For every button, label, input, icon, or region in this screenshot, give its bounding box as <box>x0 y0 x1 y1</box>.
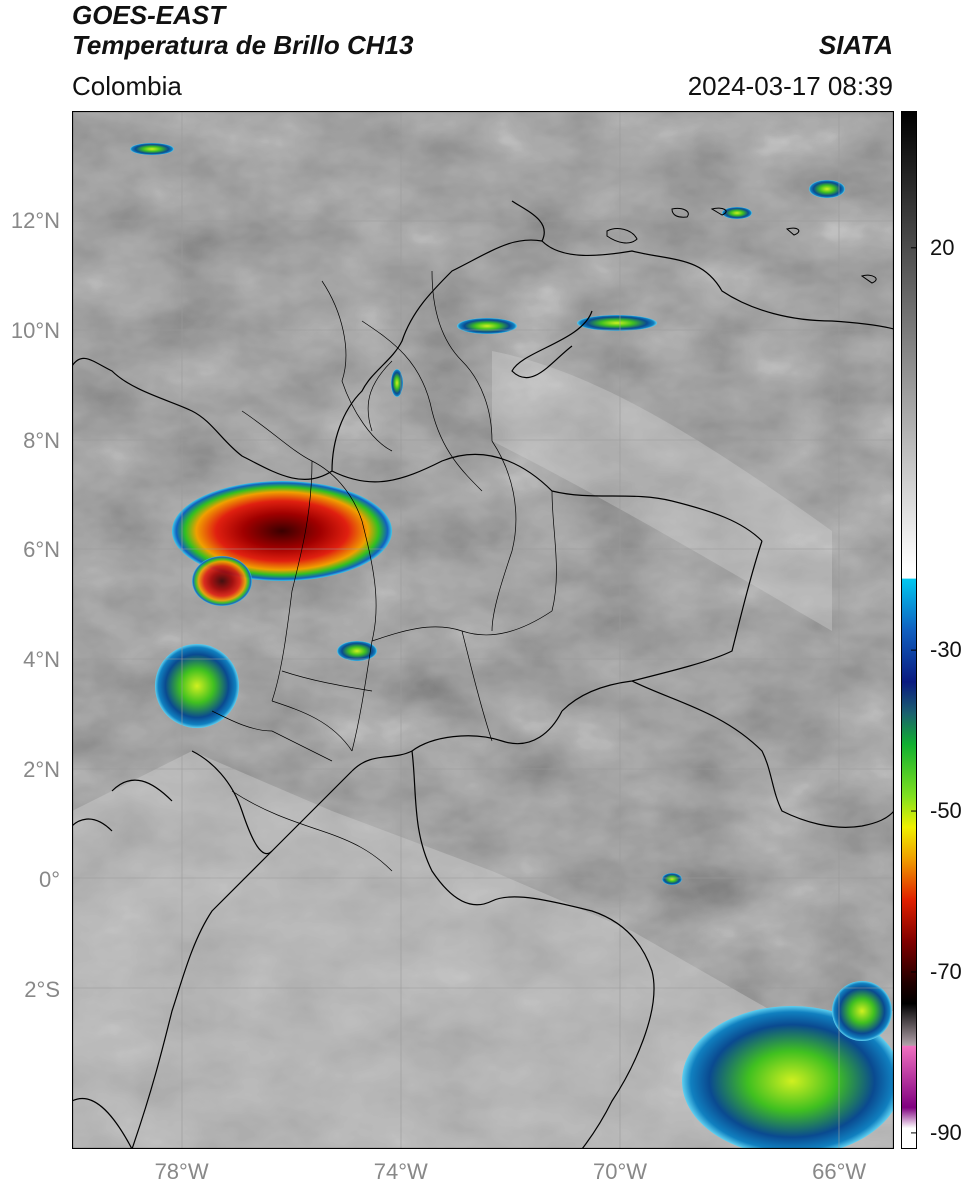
lat-tick-label: 0° <box>38 866 60 892</box>
lat-tick-label: 4°N <box>23 647 60 673</box>
lon-tick-label: 78°W <box>154 1159 209 1184</box>
lat-tick-label: 2°S <box>24 976 60 1002</box>
satellite-title: GOES-EAST <box>72 0 226 30</box>
colorbar-label: -70 <box>930 958 962 984</box>
colorbar-label: -50 <box>930 798 962 824</box>
region-label: Colombia <box>72 71 182 101</box>
colorbar <box>901 111 917 1149</box>
colorbar-label: -90 <box>930 1119 962 1145</box>
product-title: Temperatura de Brillo CH13 <box>72 30 414 60</box>
coastline-islands <box>606 207 877 284</box>
map-frame <box>72 111 894 1149</box>
lat-tick-label: 12°N <box>10 207 60 233</box>
lat-tick-label: 10°N <box>10 317 60 343</box>
lon-tick-label: 66°W <box>812 1159 867 1184</box>
colorbar-label: 20 <box>930 234 955 260</box>
lon-tick-label: 74°W <box>373 1159 428 1184</box>
country-borders <box>72 200 894 1149</box>
lat-tick-label: 8°N <box>23 427 60 453</box>
lat-tick-label: 2°N <box>23 757 60 783</box>
satellite-map <box>72 111 894 1149</box>
lon-tick-label: 70°W <box>592 1159 648 1184</box>
colorbar-label: -30 <box>930 637 962 663</box>
cloud-field <box>72 111 894 1149</box>
lat-tick-label: 6°N <box>23 537 60 563</box>
timestamp-label: 2024-03-17 08:39 <box>687 71 893 101</box>
organization-label: SIATA <box>818 30 893 60</box>
graticule <box>72 111 894 1149</box>
department-borders <box>211 270 557 872</box>
